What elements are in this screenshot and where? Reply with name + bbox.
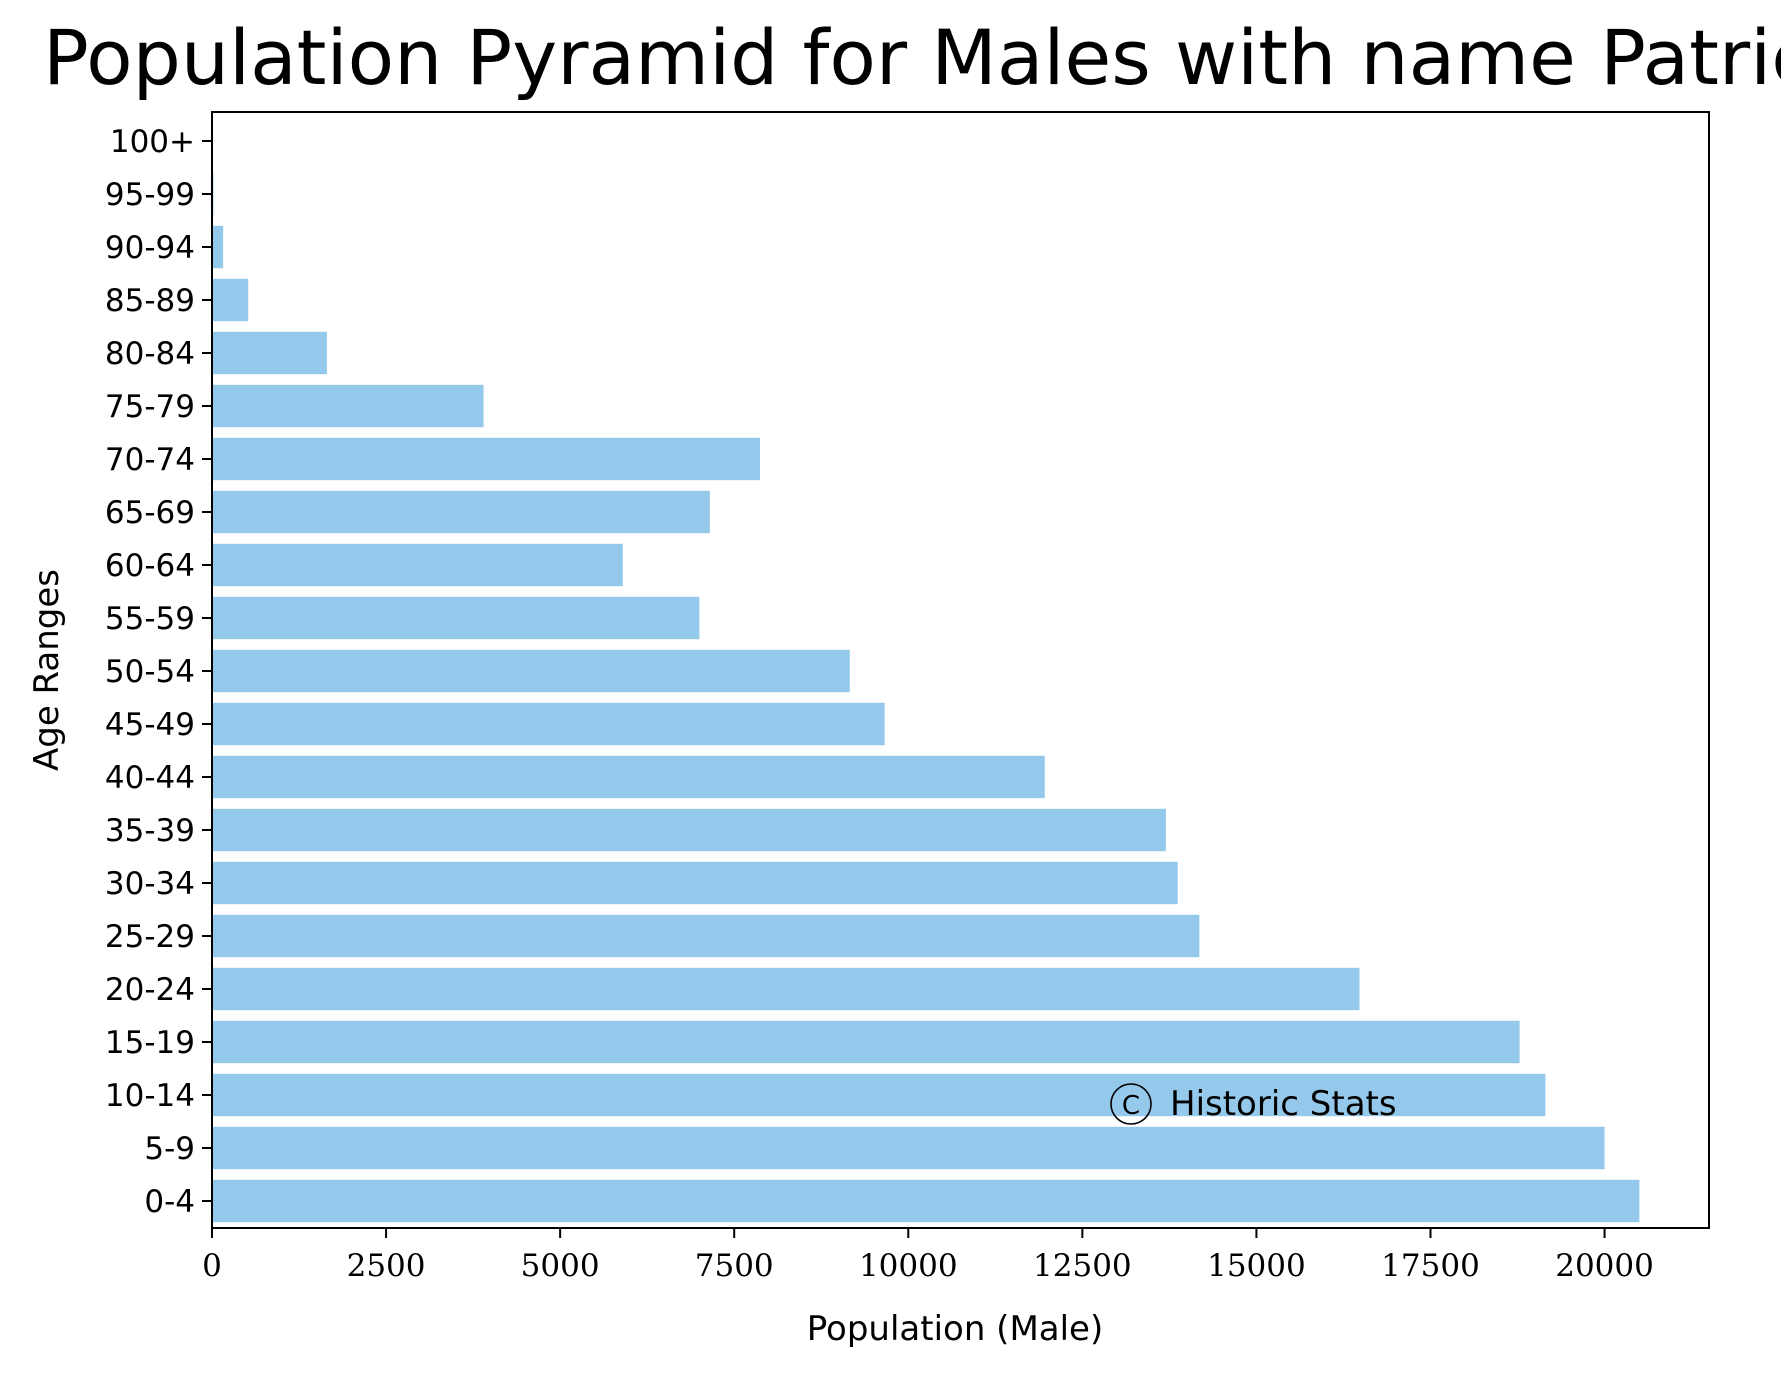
y-ticks-group: 0-4 5-9 10-14 15-19 20-24 25-29 30-34 35-39 40-4… <box>105 124 212 1220</box>
bar-40-44 <box>212 755 1045 799</box>
bar-35-39 <box>212 808 1166 852</box>
y-tick-label: 0-4 <box>144 1184 195 1220</box>
bar-90-94 <box>212 225 224 269</box>
bar-25-29 <box>212 914 1200 958</box>
bar-75-79 <box>212 384 484 428</box>
bar-55-59 <box>212 596 700 640</box>
x-tick-label: 15000 <box>1207 1248 1306 1284</box>
y-tick-label: 85-89 <box>105 283 195 319</box>
bar-65-69 <box>212 490 710 534</box>
x-tick-label: 0 <box>202 1248 222 1284</box>
chart-title: Population Pyramid for Males with name P… <box>43 13 1781 102</box>
x-tick-label: 10000 <box>859 1248 958 1284</box>
bars-group <box>212 172 1640 1223</box>
bar-30-34 <box>212 861 1178 905</box>
watermark-text: Historic Stats <box>1170 1084 1397 1124</box>
y-tick-label: 90-94 <box>105 230 195 266</box>
watermark: C Historic Stats <box>1110 1083 1397 1125</box>
y-tick-label: 5-9 <box>144 1131 195 1167</box>
plot-frame <box>211 111 1710 1229</box>
y-tick-label: 50-54 <box>105 654 195 690</box>
x-tick-label: 20000 <box>1555 1248 1654 1284</box>
y-tick-label: 20-24 <box>105 972 195 1008</box>
x-tick-label: 7500 <box>695 1248 774 1284</box>
y-tick-label: 75-79 <box>105 389 195 425</box>
y-tick-label: 10-14 <box>105 1078 195 1114</box>
bar-0-4 <box>212 1179 1640 1223</box>
bar-45-49 <box>212 702 885 746</box>
y-tick-label: 40-44 <box>105 760 195 796</box>
x-tick-label: 2500 <box>347 1248 426 1284</box>
y-tick-label: 55-59 <box>105 601 195 637</box>
y-axis-label: Age Ranges <box>27 569 67 771</box>
y-tick-label: 25-29 <box>105 919 195 955</box>
y-tick-label: 95-99 <box>105 177 195 213</box>
bar-5-9 <box>212 1126 1605 1170</box>
y-tick-label: 100+ <box>110 124 195 160</box>
bar-85-89 <box>212 278 249 322</box>
bar-70-74 <box>212 437 760 481</box>
bar-15-19 <box>212 1020 1520 1064</box>
x-tick-label: 12500 <box>1033 1248 1132 1284</box>
copyright-icon <box>1110 1083 1152 1125</box>
bar-60-64 <box>212 543 623 587</box>
y-tick-label: 60-64 <box>105 548 195 584</box>
y-tick-label: 30-34 <box>105 866 195 902</box>
bar-20-24 <box>212 967 1360 1011</box>
y-tick-label: 45-49 <box>105 707 195 743</box>
bar-50-54 <box>212 649 850 693</box>
y-tick-label: 15-19 <box>105 1025 195 1061</box>
y-tick-label: 35-39 <box>105 813 195 849</box>
x-ticks-group: 0 2500 5000 7500 10000 12500 15000 17500 20000 <box>202 1228 1654 1284</box>
copyright-symbol: C <box>1122 1091 1140 1121</box>
bar-10-14 <box>212 1073 1546 1117</box>
x-tick-label: 17500 <box>1381 1248 1480 1284</box>
y-tick-label: 70-74 <box>105 442 195 478</box>
y-tick-label: 65-69 <box>105 495 195 531</box>
bar-80-84 <box>212 331 327 375</box>
x-tick-label: 5000 <box>521 1248 600 1284</box>
x-axis-label: Population (Male) <box>807 1309 1104 1349</box>
y-tick-label: 80-84 <box>105 336 195 372</box>
